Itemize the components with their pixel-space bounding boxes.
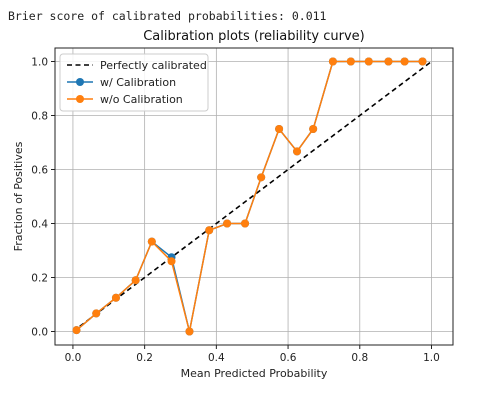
y-tick-label: 0.8	[31, 111, 48, 123]
y-tick-label: 0.6	[31, 165, 48, 177]
uncalibrated-point	[241, 219, 250, 228]
legend-swatch-marker	[76, 95, 84, 103]
chart-title: Calibration plots (reliability curve)	[143, 29, 365, 44]
perfectly-calibrated-line	[72, 60, 432, 333]
uncalibrated-point	[384, 57, 393, 66]
legend-label: w/ Calibration	[100, 76, 176, 89]
uncalibrated-point	[147, 237, 156, 246]
uncalibrated-point	[275, 125, 284, 133]
x-axis-label: Mean Predicted Probability	[181, 367, 328, 380]
x-tick-label: 0.8	[351, 352, 368, 364]
uncalibrated-point	[223, 219, 232, 228]
tick-layer: 0.0 0.2 0.4 0.6 0.8 1.0 0.0 0.2 0.4 0.6 0.8 1.0	[31, 57, 440, 365]
data-layer	[72, 57, 432, 336]
uncalibrated-point	[309, 125, 318, 133]
x-tick-label: 0.0	[65, 352, 82, 364]
uncalibrated-point	[364, 57, 373, 66]
uncalibrated-point	[111, 293, 120, 302]
uncalibrated-point	[328, 57, 337, 66]
x-tick-label: 0.4	[208, 352, 225, 364]
uncalibrated-point	[293, 147, 302, 156]
uncalibrated-point	[131, 276, 140, 285]
legend-label: Perfectly calibrated	[100, 59, 207, 72]
uncalibrated-point	[205, 226, 214, 235]
uncalibrated-point	[257, 173, 266, 182]
uncalibrated-point	[185, 327, 194, 336]
uncalibrated-point	[418, 57, 427, 66]
y-tick-label: 0.4	[31, 219, 48, 231]
x-tick-label: 0.2	[136, 352, 153, 364]
plot-frame	[54, 47, 454, 346]
uncalibrated-point	[92, 309, 101, 318]
y-tick-label: 1.0	[31, 57, 48, 69]
uncalibrated-point	[400, 57, 409, 66]
y-tick-label: 0.0	[31, 327, 48, 339]
legend: Perfectly calibrated w/ Calibration w/o Ca…	[59, 53, 209, 112]
y-axis-label: Fraction of Positives	[12, 141, 25, 251]
legend-box	[59, 53, 209, 112]
brier-score-output: Brier score of calibrated probabilities:…	[8, 9, 327, 23]
uncalibrated-point	[72, 326, 81, 335]
x-tick-label: 0.6	[280, 352, 297, 364]
y-tick-label: 0.2	[31, 273, 48, 285]
uncalibrated-point	[167, 257, 176, 266]
legend-label: w/o Calibration	[100, 93, 183, 106]
x-tick-label: 1.0	[423, 352, 440, 364]
legend-swatch-marker	[76, 78, 84, 86]
uncalibrated-point	[346, 57, 355, 66]
